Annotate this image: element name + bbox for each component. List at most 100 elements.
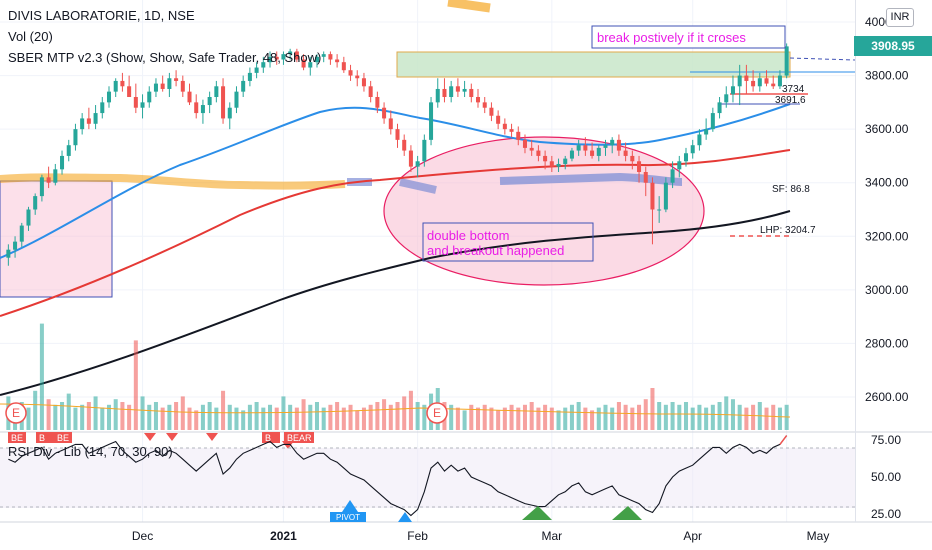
currency-badge[interactable]: INR xyxy=(886,8,914,27)
candle-body xyxy=(13,241,18,250)
breakout-note: break postively if it croses xyxy=(597,30,746,45)
level-3691-label: 3691.6 xyxy=(775,95,806,106)
volume-bar xyxy=(516,407,521,430)
breakout-note-box xyxy=(591,25,786,49)
candle-body xyxy=(784,46,789,76)
support-band-blue xyxy=(399,178,437,194)
ma-black-line xyxy=(0,210,791,396)
candle-body xyxy=(348,70,353,76)
rsi-divergence-line xyxy=(779,435,788,445)
earnings-marker-icon xyxy=(426,402,448,424)
volume-bar xyxy=(355,410,360,430)
volume-bar xyxy=(140,396,145,430)
volume-bar xyxy=(408,390,413,430)
candle-body xyxy=(214,86,219,97)
candle-body xyxy=(26,209,31,226)
candle-body xyxy=(6,249,11,258)
price-axis-label: 2800.00 xyxy=(865,336,909,350)
date-axis-label: Apr xyxy=(683,529,702,543)
resistance-band-orange xyxy=(447,0,491,13)
candle-body xyxy=(247,72,252,81)
candle-body xyxy=(576,145,581,151)
candle-body xyxy=(227,107,232,119)
candle-body xyxy=(127,86,132,97)
volume-bar xyxy=(677,404,682,430)
volume-bar xyxy=(650,388,655,430)
candle-body xyxy=(449,86,454,97)
candle-body xyxy=(616,139,621,151)
pivot-triangle-icon xyxy=(398,512,412,522)
candle-body xyxy=(361,78,366,87)
candle-body xyxy=(73,129,78,146)
candle-body xyxy=(596,147,601,156)
candle-body xyxy=(442,88,447,97)
volume-bar xyxy=(697,404,702,430)
candle-body xyxy=(737,75,742,87)
signal-badge xyxy=(284,432,314,443)
date-axis-label: Feb xyxy=(407,529,428,543)
candle-body xyxy=(455,86,460,92)
candle-body xyxy=(630,155,635,162)
candle-body xyxy=(100,102,105,114)
candle-body xyxy=(153,83,158,92)
volume-bar xyxy=(53,404,58,430)
volume-bar xyxy=(80,404,85,430)
volume-bar xyxy=(234,407,239,430)
volume-bar xyxy=(86,402,91,430)
date-axis-label: Mar xyxy=(541,529,562,543)
volume-bar xyxy=(469,404,474,430)
volume-bar xyxy=(194,410,199,430)
volume-bar xyxy=(314,402,319,430)
volume-bar xyxy=(623,404,628,430)
volume-bar xyxy=(39,323,44,430)
volume-bar xyxy=(590,410,595,430)
volume-bar xyxy=(724,396,729,430)
volume-bar xyxy=(395,402,400,430)
candle-body xyxy=(663,182,668,210)
volume-bar xyxy=(536,407,541,430)
candle-body xyxy=(422,139,427,162)
candle-body xyxy=(543,155,548,162)
volume-bar xyxy=(496,410,501,430)
rsi-band xyxy=(0,448,855,508)
volume-bar xyxy=(569,404,574,430)
candle-body xyxy=(200,105,205,114)
volume-bar xyxy=(522,404,527,430)
candle-body xyxy=(650,182,655,210)
candle-body xyxy=(536,150,541,156)
candle-body xyxy=(254,67,259,73)
resistance-zone xyxy=(396,51,791,78)
volume-bar xyxy=(147,404,152,430)
candle-body xyxy=(308,62,313,68)
candle-body xyxy=(751,80,756,87)
volume-bar xyxy=(281,396,286,430)
volume-bar xyxy=(663,404,668,430)
candle-body xyxy=(80,118,85,130)
candle-body xyxy=(704,129,709,135)
volume-bar xyxy=(348,404,353,430)
candle-body xyxy=(489,107,494,116)
candle-body xyxy=(771,83,776,87)
lhp-label: LHP: 3204.7 xyxy=(760,225,816,236)
volume-bar xyxy=(26,407,31,430)
volume-bar xyxy=(361,407,366,430)
date-axis-label: Dec xyxy=(132,529,153,543)
volume-bar xyxy=(616,402,621,430)
rsi-line xyxy=(8,435,788,517)
volume-bar xyxy=(294,407,299,430)
volume-bar xyxy=(274,407,279,430)
candle-body xyxy=(764,78,769,84)
volume-bar xyxy=(402,396,407,430)
volume-bar xyxy=(563,407,568,430)
earnings-marker-label: E xyxy=(12,406,20,420)
candle-body xyxy=(516,131,521,140)
signal-label: B xyxy=(39,433,45,443)
candle-body xyxy=(522,139,527,148)
level-3734-label: 3734 xyxy=(782,84,805,95)
signal-label: BE xyxy=(57,433,69,443)
volume-bar xyxy=(583,407,588,430)
candle-body xyxy=(717,102,722,114)
candle-body xyxy=(482,102,487,108)
signal-label: BEAR xyxy=(287,433,312,443)
